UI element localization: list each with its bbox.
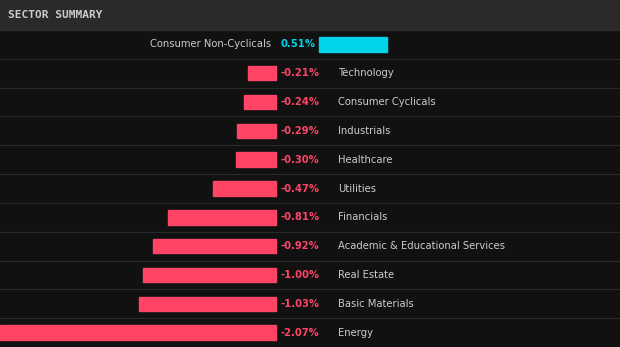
Text: -0.47%: -0.47% xyxy=(281,184,320,194)
Text: -2.07%: -2.07% xyxy=(281,328,320,338)
Bar xyxy=(248,66,276,81)
Text: Basic Materials: Basic Materials xyxy=(338,299,414,309)
Bar xyxy=(319,37,388,52)
Text: Financials: Financials xyxy=(338,212,388,222)
Text: Energy: Energy xyxy=(338,328,373,338)
Text: -0.81%: -0.81% xyxy=(281,212,320,222)
Bar xyxy=(0,325,276,340)
Bar xyxy=(237,124,276,138)
Bar xyxy=(244,95,276,109)
Text: Healthcare: Healthcare xyxy=(338,155,392,165)
Bar xyxy=(139,297,276,311)
Text: -0.30%: -0.30% xyxy=(281,155,320,165)
Bar xyxy=(168,210,276,225)
Text: 0.51%: 0.51% xyxy=(281,40,316,49)
Text: Utilities: Utilities xyxy=(338,184,376,194)
Text: -1.03%: -1.03% xyxy=(281,299,320,309)
Text: Consumer Non-Cyclicals: Consumer Non-Cyclicals xyxy=(150,40,271,49)
Text: SECTOR SUMMARY: SECTOR SUMMARY xyxy=(8,10,102,20)
Bar xyxy=(153,239,276,253)
Text: -0.21%: -0.21% xyxy=(281,68,320,78)
Bar xyxy=(0,0,620,30)
Text: -0.24%: -0.24% xyxy=(281,97,320,107)
Bar xyxy=(143,268,276,282)
Bar xyxy=(236,152,276,167)
Text: Academic & Educational Services: Academic & Educational Services xyxy=(338,241,505,251)
Text: -1.00%: -1.00% xyxy=(281,270,320,280)
Text: Consumer Cyclicals: Consumer Cyclicals xyxy=(338,97,435,107)
Text: Real Estate: Real Estate xyxy=(338,270,394,280)
Text: -0.29%: -0.29% xyxy=(281,126,320,136)
Bar xyxy=(213,181,276,196)
Text: Technology: Technology xyxy=(338,68,394,78)
Text: -0.92%: -0.92% xyxy=(281,241,320,251)
Text: Industrials: Industrials xyxy=(338,126,390,136)
